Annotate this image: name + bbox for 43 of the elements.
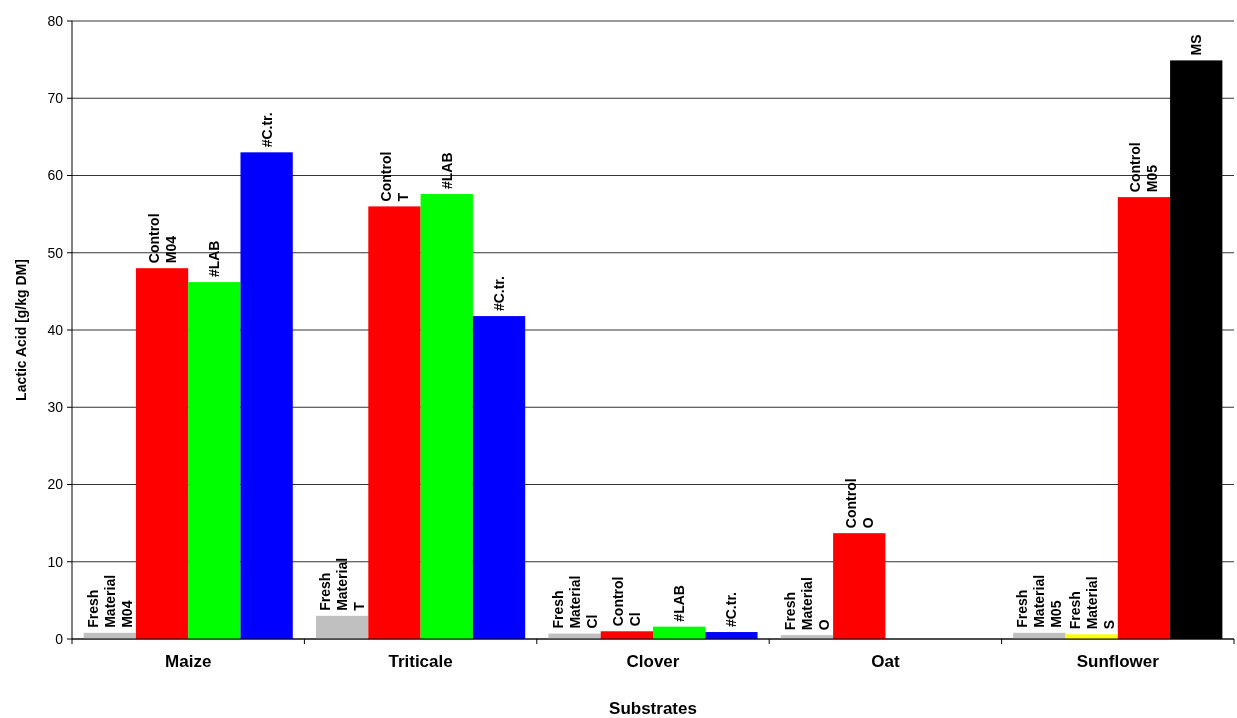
annotation: Control M05 — [1127, 142, 1161, 193]
annotation: #C.tr. — [258, 112, 275, 148]
annotation: Fresh Material O — [781, 577, 832, 631]
y-tick-label: 30 — [47, 399, 64, 416]
y-axis-title: Lactic Acid [g/kg DM] — [13, 259, 29, 401]
annotation: MS — [1188, 34, 1205, 56]
y-tick-label: 60 — [47, 167, 64, 184]
annotation: Control T — [377, 151, 411, 202]
y-tick-label: 10 — [47, 553, 64, 570]
x-tick-label: Sunflower — [1076, 652, 1160, 671]
annotation: Fresh Material S — [1066, 576, 1117, 630]
bar — [188, 282, 241, 639]
annotation: Control Cl — [610, 576, 644, 627]
y-tick-label: 0 — [55, 630, 64, 647]
bar — [368, 206, 421, 639]
y-tick-label: 50 — [47, 244, 64, 261]
annotation: Control M04 — [145, 213, 179, 264]
annotation: Fresh Material T — [317, 557, 368, 611]
bar — [135, 268, 189, 639]
y-tick-label: 20 — [47, 476, 64, 493]
bar — [420, 194, 473, 639]
x-tick-label: Triticale — [388, 652, 453, 671]
annotation: #C.tr. — [491, 276, 508, 312]
x-tick-label: Oat — [871, 652, 900, 671]
bar — [240, 152, 293, 639]
y-tick-label: 80 — [47, 12, 64, 29]
bar — [833, 533, 886, 639]
annotation: Fresh Material M04 — [84, 574, 135, 628]
annotation: Fresh Material M05 — [1014, 574, 1065, 628]
x-tick-label: Clover — [626, 652, 680, 671]
y-tick-label: 70 — [47, 90, 64, 107]
annotation: #LAB — [438, 152, 455, 190]
annotation: #LAB — [206, 240, 223, 278]
annotation: Control O — [842, 478, 876, 529]
bar — [316, 615, 369, 639]
annotation: #C.tr. — [723, 592, 740, 628]
bar — [600, 631, 653, 639]
x-tick-label: Maize — [165, 652, 212, 671]
x-axis-title: Substrates — [609, 699, 697, 718]
annotation: #LAB — [671, 585, 688, 622]
bar — [472, 316, 526, 639]
y-tick-label: 40 — [47, 321, 64, 338]
annotation: Fresh Material Cl — [549, 575, 600, 629]
